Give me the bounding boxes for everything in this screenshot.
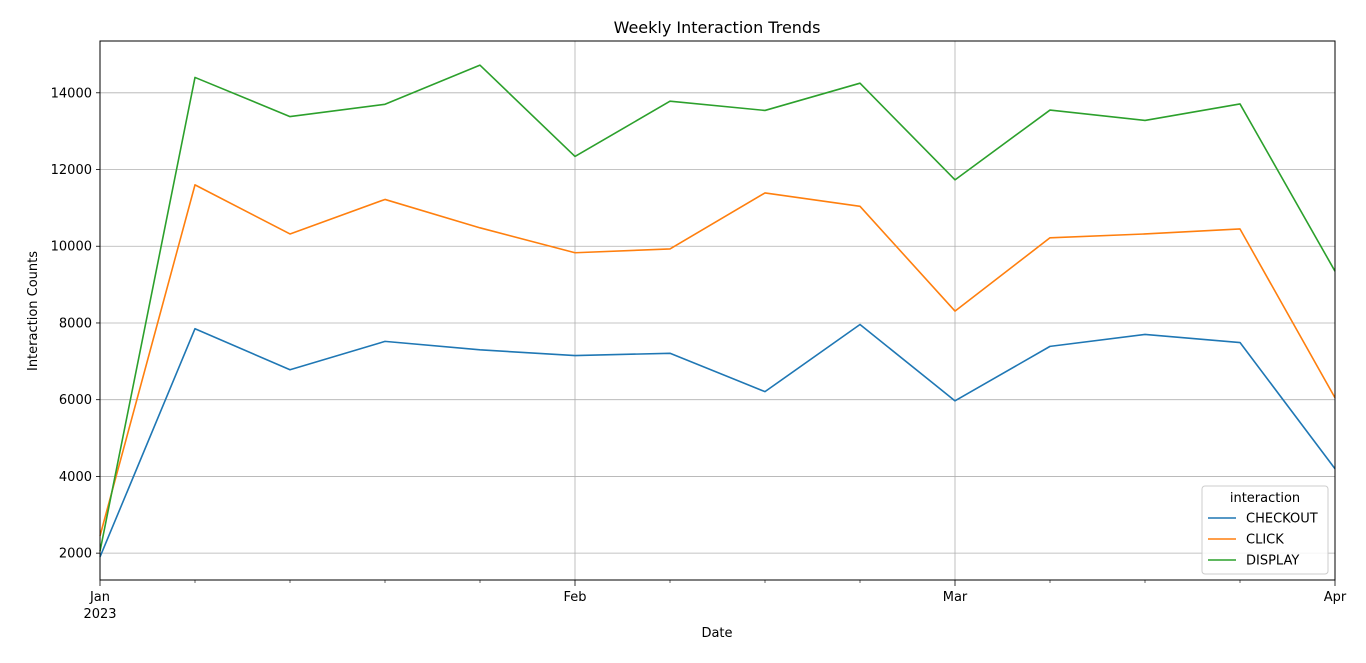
- legend-box: [1201, 485, 1329, 575]
- legend-title: interaction: [1230, 491, 1300, 506]
- x-tick-label: Apr: [1324, 590, 1347, 605]
- x-tick-sublabel: 2023: [83, 607, 116, 622]
- axis-ticks: 2000 4000 6000 8000 10000 12000 14000 Jan 2023 Fe…: [51, 86, 1347, 622]
- y-tick-label: 8000: [59, 316, 92, 331]
- x-axis-title: Date: [701, 626, 732, 641]
- y-tick-label: 12000: [51, 163, 92, 178]
- x-tick-label: Mar: [943, 590, 968, 605]
- legend-label-checkout: CHECKOUT: [1246, 512, 1318, 527]
- y-tick-label: 10000: [51, 240, 92, 255]
- y-tick-label: 4000: [59, 470, 92, 485]
- legend-label-click: CLICK: [1246, 533, 1284, 548]
- y-tick-label: 2000: [59, 547, 92, 562]
- legend: interaction CHECKOUT CLICK DISPLAY: [1201, 485, 1329, 575]
- plot-frame: [99, 40, 1336, 581]
- x-tick-label: Jan: [89, 590, 110, 605]
- y-axis-title: Interaction Counts: [26, 251, 41, 371]
- y-tick-label: 14000: [51, 86, 92, 101]
- series-line-checkout: [99, 323, 1336, 558]
- chart-title: Weekly Interaction Trends: [614, 18, 821, 37]
- plot-background: [100, 41, 1335, 580]
- x-tick-label: Feb: [563, 590, 586, 605]
- series-line-click: [99, 184, 1336, 537]
- y-tick-label: 6000: [59, 393, 92, 408]
- series-lines: [99, 64, 1336, 558]
- series-line-display: [99, 64, 1336, 552]
- legend-label-display: DISPLAY: [1246, 554, 1299, 569]
